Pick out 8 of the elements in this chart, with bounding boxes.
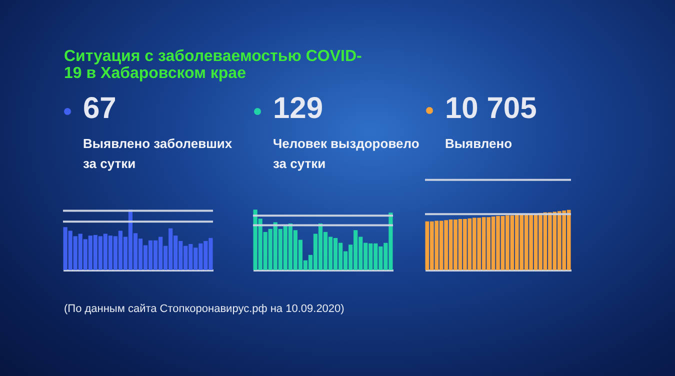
text: Ситуация с заболеваемостью COVID-19 в Хабаровском крае xyxy=(64,48,363,82)
chart-subtitle: Человек выздоровело за сутки xyxy=(273,136,420,171)
chart-subtitle: Выявлено заболевших за сутки xyxy=(83,136,233,171)
chart-title: 67 xyxy=(83,92,116,125)
text: (По данным сайта Стопкоронавирус.рф на 10.09.2020) xyxy=(64,303,344,315)
chart-title: 129 xyxy=(273,92,324,125)
chart-subtitle: Выявлено xyxy=(445,136,512,151)
chart-title: 10 705 xyxy=(445,92,537,125)
